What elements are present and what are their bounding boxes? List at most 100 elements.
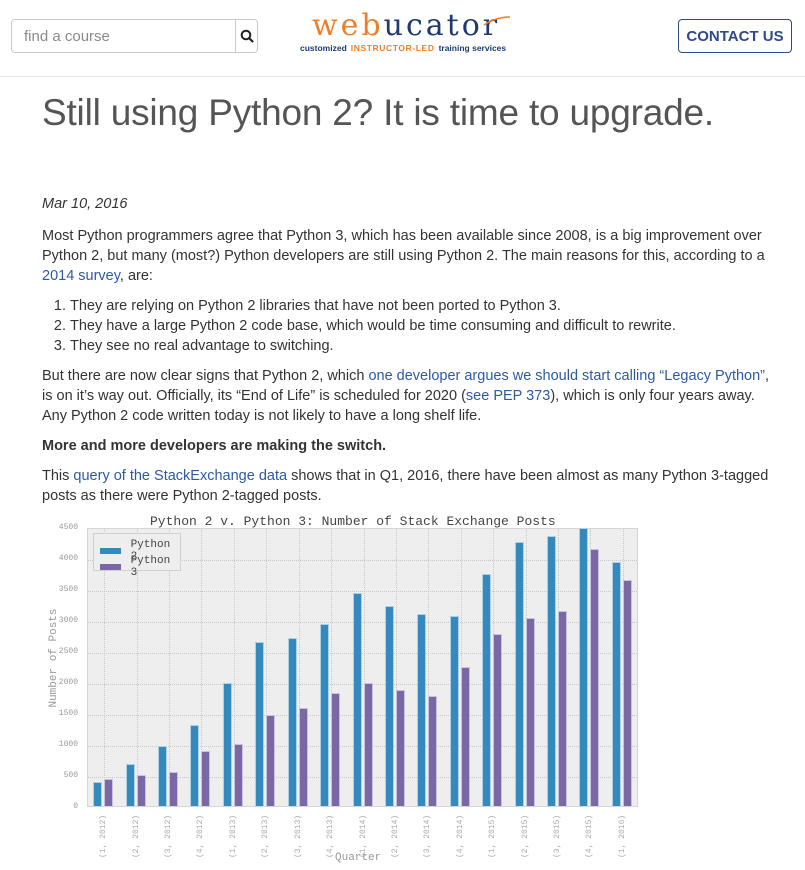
chart-title: Python 2 v. Python 3: Number of Stack Ex… [150, 514, 556, 529]
x-tick-label: (2, 2013) [261, 814, 271, 858]
python3-bar [331, 692, 341, 806]
x-tick-label: (3, 2013) [293, 814, 303, 858]
logo-tagline: customized INSTRUCTOR-LED training service… [300, 43, 506, 53]
python3-bar [104, 779, 114, 806]
grid-line [428, 529, 430, 806]
x-axis-label: Quarter [335, 852, 382, 864]
logo-word-blue: ucator [383, 8, 501, 43]
y-tick-label: 0 [73, 802, 78, 811]
python2-bar [384, 606, 394, 806]
search-button[interactable] [235, 20, 257, 52]
stackexchange-query-link[interactable]: query of the StackExchange data [73, 468, 288, 484]
python3-bar [590, 548, 600, 806]
python3-bar [363, 682, 373, 806]
x-tick-label: (1, 2013) [228, 814, 238, 858]
post-date: Mar 10, 2016 [42, 196, 128, 212]
legend-label: Python 2 [130, 539, 171, 563]
python2-bar [255, 642, 265, 806]
grid-line [88, 746, 637, 747]
list-item: They are relying on Python 2 libraries t… [70, 296, 772, 316]
reasons-list: They are relying on Python 2 libraries t… [70, 296, 772, 356]
grid-line [88, 560, 637, 561]
python3-bar [266, 714, 276, 806]
x-tick-label: (2, 2012) [131, 814, 141, 858]
x-tick-label: (2, 2014) [390, 814, 400, 858]
grid-line [331, 529, 333, 806]
grid-line [395, 529, 397, 806]
query-text-end: shows that in Q1, 2016, there have been … [42, 468, 769, 504]
section-subheading: More and more developers are making the … [42, 438, 387, 454]
legend-item-python2: Python 2 [100, 539, 180, 563]
x-tick-label: (1, 2012) [99, 814, 109, 858]
python3-bar [557, 610, 567, 806]
python2-bar [158, 746, 168, 806]
logo-tag-instructor-led: INSTRUCTOR-LED [350, 43, 435, 53]
grid-line [88, 622, 637, 623]
python2-bar [546, 536, 556, 806]
intro-text: Most Python programmers agree that Pytho… [42, 228, 765, 264]
x-tick-label: (4, 2013) [326, 814, 336, 858]
grid-line [88, 777, 637, 778]
python2-bar [611, 562, 621, 806]
x-tick-label: (1, 2015) [488, 814, 498, 858]
article-body: Mar 10, 2016 Most Python programmers agr… [42, 194, 772, 516]
python3-swatch [100, 564, 121, 570]
python2-bar [417, 613, 427, 806]
legend-label: Python 3 [130, 555, 171, 579]
search-input[interactable] [12, 20, 235, 52]
python2-bar [352, 593, 362, 806]
python3-bar [169, 771, 179, 806]
python2-bar [125, 764, 135, 806]
python3-bar [428, 695, 438, 806]
python3-bar [201, 751, 211, 806]
page-title: Still using Python 2? It is time to upgr… [42, 92, 714, 133]
grid-line [104, 529, 106, 806]
chart-legend: Python 2 Python 3 [93, 533, 181, 579]
legacy-python-link[interactable]: one developer argues we should start cal… [368, 368, 766, 384]
x-tick-label: (3, 2015) [552, 814, 562, 858]
y-tick-label: 1000 [58, 740, 78, 749]
grid-line [88, 684, 637, 685]
y-tick-label: 4500 [58, 523, 78, 532]
pep-373-link[interactable]: see PEP 373 [465, 388, 551, 404]
x-tick-label: (4, 2015) [585, 814, 595, 858]
plot-area: Python 2 Python 3 [87, 528, 638, 807]
list-item: They have a large Python 2 code base, wh… [70, 316, 772, 336]
survey-link[interactable]: 2014 survey [42, 268, 120, 284]
grid-line [363, 529, 365, 806]
python3-bar [395, 690, 405, 806]
contact-us-button[interactable]: CONTACT US [678, 19, 792, 53]
x-tick-label: (3, 2014) [423, 814, 433, 858]
x-tick-label: (2, 2015) [520, 814, 530, 858]
posts-bar-chart: Python 2 v. Python 3: Number of Stack Ex… [40, 512, 650, 870]
logo-tag-customized: customized [300, 43, 347, 53]
grid-line [88, 591, 637, 592]
y-tick-label: 4000 [58, 554, 78, 563]
list-item: They see no real advantage to switching. [70, 336, 772, 356]
grid-line [201, 529, 203, 806]
python2-bar [190, 725, 200, 806]
y-tick-label: 2500 [58, 647, 78, 656]
python2-bar [287, 637, 297, 806]
x-tick-label: (1, 2016) [617, 814, 627, 858]
query-text: This [42, 468, 74, 484]
x-tick-label: (4, 2014) [455, 814, 465, 858]
python2-bar [222, 682, 232, 806]
python2-bar [93, 782, 103, 806]
grid-line [169, 529, 171, 806]
y-tick-label: 1500 [58, 709, 78, 718]
legacy-text: But there are now clear signs that Pytho… [42, 368, 369, 384]
logo-wordmark: webucator [312, 8, 500, 43]
intro-text-end: , are: [119, 268, 153, 284]
python3-bar [622, 579, 632, 806]
intro-paragraph: Most Python programmers agree that Pytho… [42, 226, 772, 286]
site-header: webucator customizedINSTRUCTOR-LEDtraini… [0, 0, 805, 77]
python2-swatch [100, 548, 121, 554]
grid-line [88, 715, 637, 716]
python3-bar [460, 666, 470, 806]
y-tick-label: 2000 [58, 678, 78, 687]
python3-bar [525, 618, 535, 806]
x-tick-label: (4, 2012) [196, 814, 206, 858]
webucator-logo[interactable]: webucator customized INSTRUCTOR-LED traini… [300, 8, 511, 58]
grid-line [266, 529, 268, 806]
